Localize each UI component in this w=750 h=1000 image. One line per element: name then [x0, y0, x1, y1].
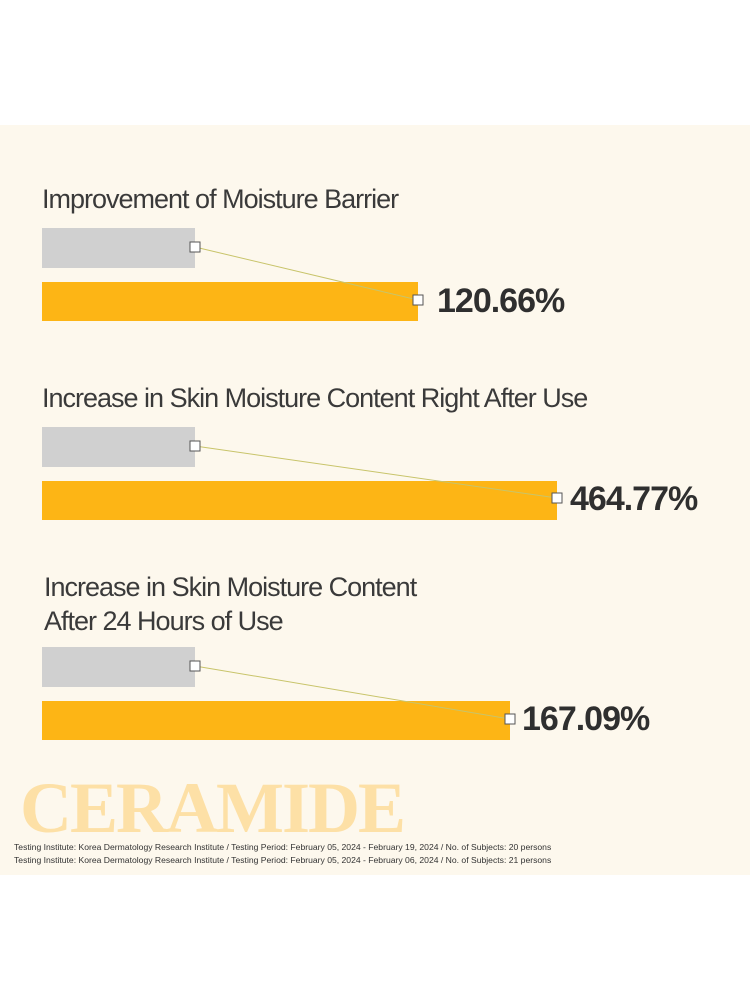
connector: [194, 665, 511, 720]
marker: [551, 492, 563, 504]
value-label: 120.66%: [437, 282, 565, 320]
marker: [189, 241, 201, 253]
before-bar: [42, 228, 195, 268]
watermark: CERAMIDE: [20, 768, 404, 848]
footnote: Testing Institute: Korea Dermatology Res…: [14, 842, 551, 852]
section-title: Improvement of Moisture Barrier: [42, 184, 399, 214]
after-bar: [42, 701, 510, 740]
before-bar: [42, 647, 195, 687]
marker: [412, 294, 424, 306]
marker: [189, 440, 201, 452]
section-title: After 24 Hours of Use: [44, 606, 283, 636]
value-label: 464.77%: [570, 480, 698, 518]
after-bar: [42, 481, 557, 520]
after-bar: [42, 282, 418, 321]
value-label: 167.09%: [522, 700, 650, 738]
before-bar: [42, 427, 195, 467]
marker: [189, 660, 201, 672]
footnote: Testing Institute: Korea Dermatology Res…: [14, 855, 551, 865]
section-title: Increase in Skin Moisture Content: [44, 572, 418, 602]
connector: [194, 246, 419, 301]
connector: [194, 445, 558, 499]
section-title: Increase in Skin Moisture Content Right …: [42, 383, 587, 413]
marker: [504, 713, 516, 725]
